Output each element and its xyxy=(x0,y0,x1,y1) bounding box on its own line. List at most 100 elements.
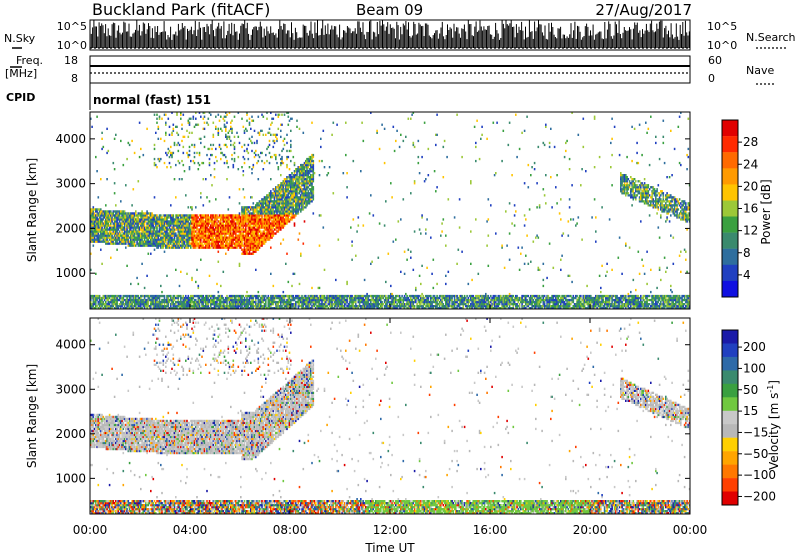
power-cell xyxy=(171,244,173,247)
power-cell xyxy=(170,234,172,237)
power-cell xyxy=(101,224,103,227)
power-cell xyxy=(163,222,166,225)
power-cell xyxy=(102,238,105,241)
power-cell xyxy=(143,307,146,310)
power-cell xyxy=(180,244,182,247)
power-cell xyxy=(276,220,278,223)
power-cell xyxy=(226,230,228,233)
power-cell xyxy=(187,238,190,241)
power-cell xyxy=(181,226,183,229)
power-cell xyxy=(193,236,196,239)
power-cell xyxy=(267,303,270,306)
power-cell xyxy=(298,232,301,235)
power-cell xyxy=(220,218,222,221)
power-cell xyxy=(188,216,191,219)
power-cell xyxy=(148,244,151,247)
power-cell xyxy=(237,296,240,300)
power-cell xyxy=(291,192,293,195)
power-cell xyxy=(280,303,282,306)
power-cell xyxy=(176,143,178,147)
power-cell xyxy=(263,236,266,239)
power-cell xyxy=(255,240,257,243)
power-cell xyxy=(102,212,105,215)
power-cell xyxy=(113,214,116,217)
power-cell xyxy=(263,200,266,203)
power-cell xyxy=(210,226,212,229)
power-cell xyxy=(241,244,243,247)
power-cell xyxy=(260,296,262,300)
power-cell xyxy=(136,298,138,302)
power-cell xyxy=(201,307,203,310)
power-cell xyxy=(135,236,137,239)
power-cell xyxy=(110,234,112,237)
power-cell xyxy=(247,208,250,211)
power-cell xyxy=(290,192,292,195)
power-cell xyxy=(118,238,121,241)
power-cell xyxy=(235,238,237,241)
power-cell xyxy=(270,294,272,298)
power-cell xyxy=(278,200,281,203)
power-cell xyxy=(123,236,126,239)
power-cell xyxy=(212,228,215,231)
power-cell xyxy=(160,303,162,306)
power-cell xyxy=(153,228,156,231)
power-cell xyxy=(226,145,228,149)
power-cell xyxy=(91,208,93,211)
power-cell xyxy=(246,240,248,243)
power-cell xyxy=(233,305,236,308)
power-cell xyxy=(205,240,207,243)
power-cell xyxy=(122,234,125,237)
power-cell xyxy=(292,200,295,203)
power-cell xyxy=(180,218,182,221)
power-cell xyxy=(105,238,107,241)
power-cell xyxy=(191,307,193,310)
power-cell xyxy=(183,307,186,310)
power-cell xyxy=(131,139,133,143)
power-cell xyxy=(175,216,177,219)
power-cell xyxy=(172,129,175,133)
power-cell xyxy=(197,161,200,165)
power-cell xyxy=(272,298,275,302)
power-cell xyxy=(250,307,252,310)
power-cell xyxy=(141,244,143,247)
power-cell xyxy=(135,298,137,302)
power-cell xyxy=(96,228,98,231)
power-cell xyxy=(258,214,261,217)
power-cell xyxy=(230,242,232,245)
power-cell xyxy=(230,121,232,124)
power-cell xyxy=(197,294,200,298)
power-cell xyxy=(255,238,257,241)
power-cell xyxy=(166,234,168,237)
power-cell xyxy=(107,228,110,231)
power-cell xyxy=(211,242,213,245)
power-cell xyxy=(98,294,101,298)
power-cell xyxy=(132,218,135,221)
power-cell xyxy=(198,220,201,223)
power-cell xyxy=(191,228,193,231)
power-cell xyxy=(176,222,178,225)
power-cell xyxy=(162,218,165,221)
power-cell xyxy=(263,196,266,199)
power-cell xyxy=(160,234,162,237)
power-cell xyxy=(246,294,248,298)
power-cell xyxy=(227,228,230,231)
power-cell xyxy=(162,298,165,302)
power-cell xyxy=(226,296,228,300)
power-cell xyxy=(228,296,231,300)
power-cell xyxy=(91,212,93,215)
power-cell xyxy=(235,300,237,304)
power-cell xyxy=(273,202,276,205)
power-cell xyxy=(138,121,141,124)
power-cell xyxy=(150,212,152,215)
power-cell xyxy=(230,303,232,306)
power-cell xyxy=(185,218,187,221)
power-cell xyxy=(122,218,125,221)
power-cell xyxy=(257,226,260,229)
power-cell xyxy=(230,222,232,225)
power-cell xyxy=(158,234,161,237)
power-cell xyxy=(127,141,130,145)
power-cell xyxy=(120,224,122,227)
power-cell xyxy=(212,238,215,241)
power-cell xyxy=(137,180,140,183)
power-cell xyxy=(165,214,167,217)
